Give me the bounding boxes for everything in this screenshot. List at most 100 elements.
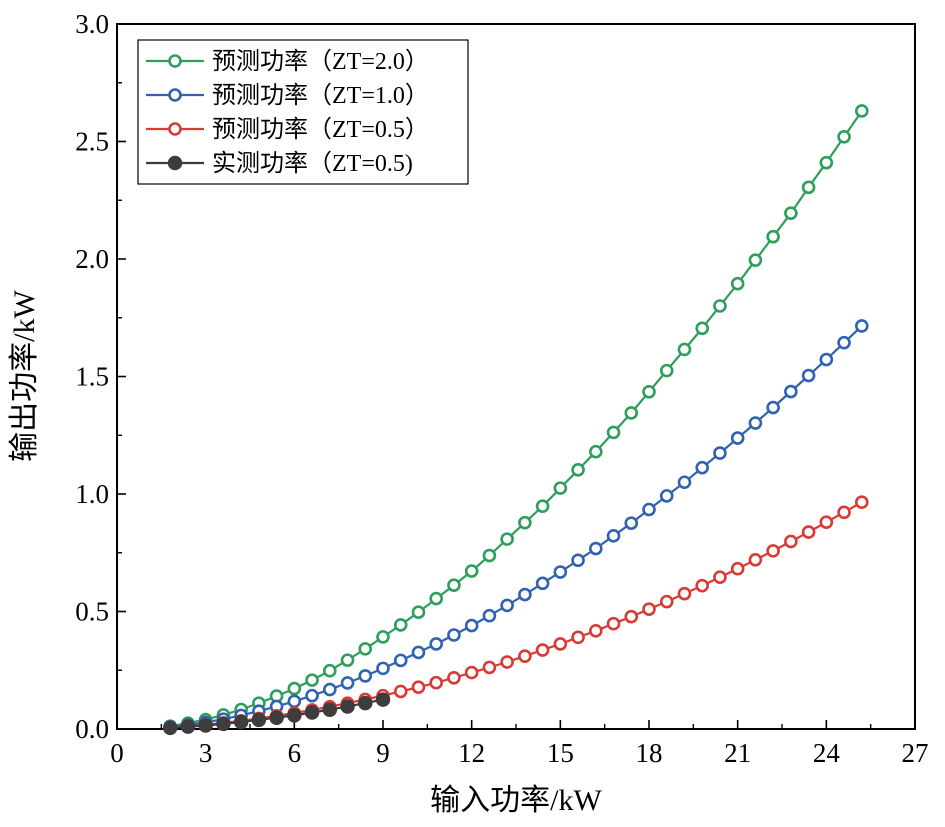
data-point bbox=[447, 578, 461, 592]
series-4 bbox=[162, 692, 391, 736]
data-point bbox=[624, 516, 639, 530]
data-point bbox=[482, 660, 497, 675]
legend-item: 预测功率（ZT=0.5） bbox=[146, 116, 429, 143]
data-point bbox=[854, 319, 869, 333]
data-point bbox=[642, 502, 656, 517]
data-point bbox=[429, 591, 444, 606]
data-point bbox=[784, 384, 798, 399]
y-axis-title: 输出功率/kW bbox=[8, 289, 41, 461]
x-tick-label: 12 bbox=[458, 738, 485, 768]
data-point bbox=[854, 104, 869, 118]
data-point bbox=[411, 645, 426, 660]
series-layer bbox=[162, 104, 869, 736]
y-tick-label: 2.0 bbox=[75, 244, 109, 274]
data-point bbox=[588, 623, 603, 638]
data-point bbox=[624, 609, 639, 624]
data-point bbox=[713, 299, 727, 313]
data-point bbox=[588, 444, 603, 459]
data-point bbox=[766, 544, 780, 558]
data-point bbox=[447, 670, 461, 685]
data-point bbox=[677, 475, 692, 490]
data-point bbox=[748, 253, 763, 267]
data-point bbox=[340, 653, 355, 667]
data-point bbox=[340, 676, 355, 690]
data-point bbox=[216, 716, 231, 732]
data-point bbox=[801, 525, 816, 539]
data-point bbox=[730, 276, 745, 291]
data-point bbox=[482, 548, 497, 563]
data-point bbox=[518, 587, 532, 602]
legend-label: 预测功率（ZT=2.0） bbox=[212, 48, 429, 75]
data-point bbox=[393, 684, 408, 699]
data-point bbox=[305, 688, 319, 703]
data-point bbox=[588, 541, 603, 556]
data-point bbox=[358, 669, 373, 683]
data-point bbox=[766, 229, 780, 244]
data-point bbox=[553, 637, 568, 651]
x-tick-label: 0 bbox=[110, 738, 124, 768]
data-point bbox=[784, 534, 798, 549]
data-point bbox=[287, 681, 302, 696]
legend-label: 预测功率（ZT=1.0） bbox=[212, 82, 429, 109]
series-line bbox=[170, 501, 863, 729]
data-point bbox=[819, 352, 834, 367]
data-point bbox=[837, 130, 851, 144]
data-point bbox=[287, 694, 302, 709]
data-point bbox=[535, 643, 550, 657]
data-point bbox=[784, 206, 798, 220]
data-point bbox=[571, 553, 585, 568]
data-point bbox=[180, 719, 196, 734]
legend-marker bbox=[168, 122, 182, 136]
y-axis: 0.0 0.5 1.0 1.5 2.0 2.5 3.0 bbox=[75, 9, 126, 744]
x-axis-title: 输入功率/kW bbox=[430, 784, 602, 817]
data-point bbox=[376, 630, 390, 644]
data-point bbox=[553, 481, 568, 495]
legend-box bbox=[137, 39, 469, 185]
data-point bbox=[233, 714, 249, 730]
data-point bbox=[464, 665, 479, 680]
data-point bbox=[305, 673, 319, 687]
data-point bbox=[358, 695, 373, 711]
y-tick-label: 0.5 bbox=[75, 597, 109, 627]
data-point bbox=[677, 342, 692, 357]
data-point bbox=[606, 425, 621, 440]
data-point bbox=[322, 663, 337, 678]
data-point bbox=[429, 675, 444, 690]
data-point bbox=[411, 605, 426, 620]
data-point bbox=[659, 594, 674, 609]
data-point bbox=[304, 705, 320, 720]
data-point bbox=[695, 321, 710, 336]
data-point bbox=[766, 400, 780, 415]
series-line bbox=[170, 325, 863, 728]
data-point bbox=[162, 720, 178, 736]
data-point bbox=[713, 570, 727, 584]
data-point bbox=[375, 692, 391, 707]
x-tick-label: 3 bbox=[199, 738, 213, 768]
y-tick-label: 2.5 bbox=[75, 127, 109, 157]
x-tick-label: 15 bbox=[547, 738, 574, 768]
data-point bbox=[358, 642, 373, 656]
data-point bbox=[535, 499, 550, 514]
y-tick-label: 1.5 bbox=[75, 362, 109, 392]
legend-label: 预测功率（ZT=0.5） bbox=[212, 116, 429, 143]
series-2 bbox=[163, 319, 869, 734]
data-point bbox=[659, 363, 674, 378]
data-point bbox=[287, 708, 302, 723]
data-point bbox=[322, 702, 338, 717]
data-point bbox=[730, 431, 745, 445]
data-point bbox=[500, 598, 514, 613]
data-point bbox=[322, 682, 337, 697]
data-point bbox=[748, 552, 763, 567]
data-point bbox=[518, 515, 532, 530]
data-point bbox=[393, 653, 408, 668]
data-point bbox=[837, 335, 851, 350]
data-point bbox=[447, 628, 461, 642]
data-point bbox=[571, 462, 585, 477]
data-point bbox=[500, 532, 514, 546]
data-point bbox=[482, 608, 497, 623]
data-point bbox=[393, 618, 408, 632]
data-point bbox=[606, 616, 621, 631]
data-point bbox=[500, 655, 514, 669]
legend-item: 预测功率（ZT=1.0） bbox=[146, 82, 429, 109]
